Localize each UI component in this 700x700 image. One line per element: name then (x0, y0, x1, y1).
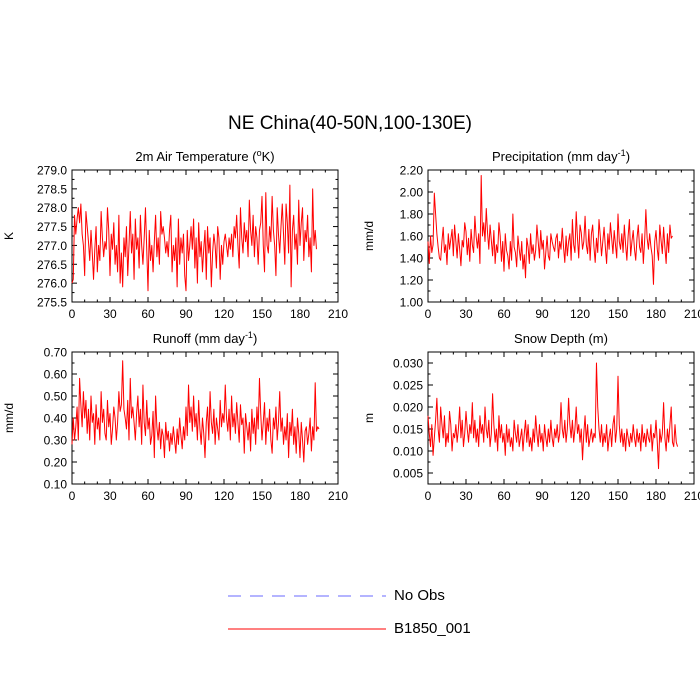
x-tick-label: 210 (684, 307, 700, 321)
y-axis-label: m (362, 413, 376, 423)
y-tick-label: 0.50 (44, 390, 68, 404)
chart-temperature: 0 30 60 90 120 150 180 210 275.5 276.0 276.5 277.0 2… (2, 148, 348, 321)
x-tick-label: 150 (252, 307, 272, 321)
title-end: K) (262, 149, 275, 164)
subplot-title: Precipitation (mm day-1) (492, 148, 630, 164)
series-line-b1850_001 (71, 360, 320, 463)
y-axis-label: mm/d (362, 221, 376, 251)
title-main: Runoff (mm day (153, 331, 246, 346)
subplot-title: Snow Depth (m) (514, 331, 608, 346)
chart-runoff: 0 30 60 90 120 150 180 210 0.10 0.20 0.30 0.40 0.50 0… (2, 330, 348, 503)
y-tick-label: 277.5 (37, 220, 67, 234)
y-tick-label: 275.5 (37, 296, 67, 310)
x-tick-label: 180 (646, 489, 666, 503)
title-superscript: o (257, 148, 262, 158)
y-tick-label: 276.5 (37, 258, 67, 272)
y-axis-label: mm/d (2, 403, 16, 433)
y-tick-label: 1.00 (400, 296, 424, 310)
x-tick-label: 150 (252, 489, 272, 503)
x-tick-label: 30 (103, 307, 117, 321)
plot-frame (427, 169, 695, 303)
y-tick-label: 2.00 (400, 186, 424, 200)
title-main: Precipitation (mm day (492, 149, 618, 164)
y-tick-label: 277.0 (37, 239, 67, 253)
series-line-b1850_001 (427, 362, 679, 470)
y-tick-label: 276.0 (37, 277, 67, 291)
x-tick-label: 90 (179, 307, 193, 321)
x-tick-label: 0 (425, 489, 432, 503)
chart-precipitation: 0 30 60 90 120 150 180 210 1.00 1.20 1.40 1.60 1.80 2… (362, 148, 700, 321)
x-tick-label: 60 (141, 489, 155, 503)
x-tick-label: 0 (69, 489, 76, 503)
y-tick-label: 0.010 (393, 445, 423, 459)
figure-title: NE China(40-50N,100-130E) (228, 113, 472, 134)
y-tick-label: 0.015 (393, 423, 423, 437)
x-tick-label: 0 (425, 307, 432, 321)
legend-model-label: B1850_001 (394, 620, 471, 637)
x-tick-label: 0 (69, 307, 76, 321)
y-tick-label: 0.030 (393, 357, 423, 371)
x-tick-label: 120 (214, 489, 234, 503)
x-tick-label: 150 (608, 307, 628, 321)
x-tick-label: 120 (570, 489, 590, 503)
y-tick-label: 0.40 (44, 412, 68, 426)
y-tick-label: 1.80 (400, 208, 424, 222)
x-tick-label: 150 (608, 489, 628, 503)
y-tick-label: 0.005 (393, 467, 423, 481)
x-tick-label: 60 (497, 307, 511, 321)
x-tick-label: 210 (684, 489, 700, 503)
y-tick-label: 1.20 (400, 274, 424, 288)
series-line-b1850_001 (427, 175, 673, 285)
subplot-title: Runoff (mm day-1) (153, 330, 258, 346)
x-tick-label: 210 (328, 489, 348, 503)
legend-obs-label: No Obs (394, 587, 445, 604)
title-superscript: -1 (618, 148, 626, 158)
y-tick-label: 278.0 (37, 201, 67, 215)
plot-frame (71, 351, 339, 485)
x-tick-label: 90 (179, 489, 193, 503)
series-line-b1850_001 (71, 184, 317, 292)
y-tick-label: 0.60 (44, 368, 68, 382)
chart-snow-depth: 0 30 60 90 120 150 180 210 0.005 0.010 0.015 0.020 0… (362, 331, 700, 503)
x-tick-label: 180 (290, 307, 310, 321)
x-tick-label: 120 (570, 307, 590, 321)
y-tick-label: 0.30 (44, 434, 68, 448)
y-tick-label: 0.10 (44, 478, 68, 492)
y-tick-label: 278.5 (37, 182, 67, 196)
x-tick-label: 30 (459, 307, 473, 321)
title-superscript: -1 (245, 330, 253, 340)
x-tick-label: 30 (459, 489, 473, 503)
x-tick-label: 30 (103, 489, 117, 503)
y-tick-label: 1.60 (400, 230, 424, 244)
plot-frame (427, 351, 695, 485)
title-main: Snow Depth (m) (514, 331, 608, 346)
y-tick-label: 279.0 (37, 164, 67, 178)
x-tick-label: 180 (290, 489, 310, 503)
y-tick-label: 1.40 (400, 252, 424, 266)
x-tick-label: 120 (214, 307, 234, 321)
x-tick-label: 60 (497, 489, 511, 503)
y-tick-label: 0.020 (393, 401, 423, 415)
y-axis-label: K (2, 232, 16, 240)
title-end: ) (253, 331, 257, 346)
y-tick-label: 0.70 (44, 346, 68, 360)
title-main: 2m Air Temperature ( (135, 149, 257, 164)
y-tick-label: 2.20 (400, 164, 424, 178)
x-tick-label: 180 (646, 307, 666, 321)
x-tick-label: 210 (328, 307, 348, 321)
x-tick-label: 90 (535, 307, 549, 321)
y-tick-label: 0.20 (44, 456, 68, 470)
y-tick-label: 0.025 (393, 379, 423, 393)
x-tick-label: 90 (535, 489, 549, 503)
subplot-title: 2m Air Temperature (oK) (135, 148, 274, 164)
x-tick-label: 60 (141, 307, 155, 321)
title-end: ) (626, 149, 630, 164)
